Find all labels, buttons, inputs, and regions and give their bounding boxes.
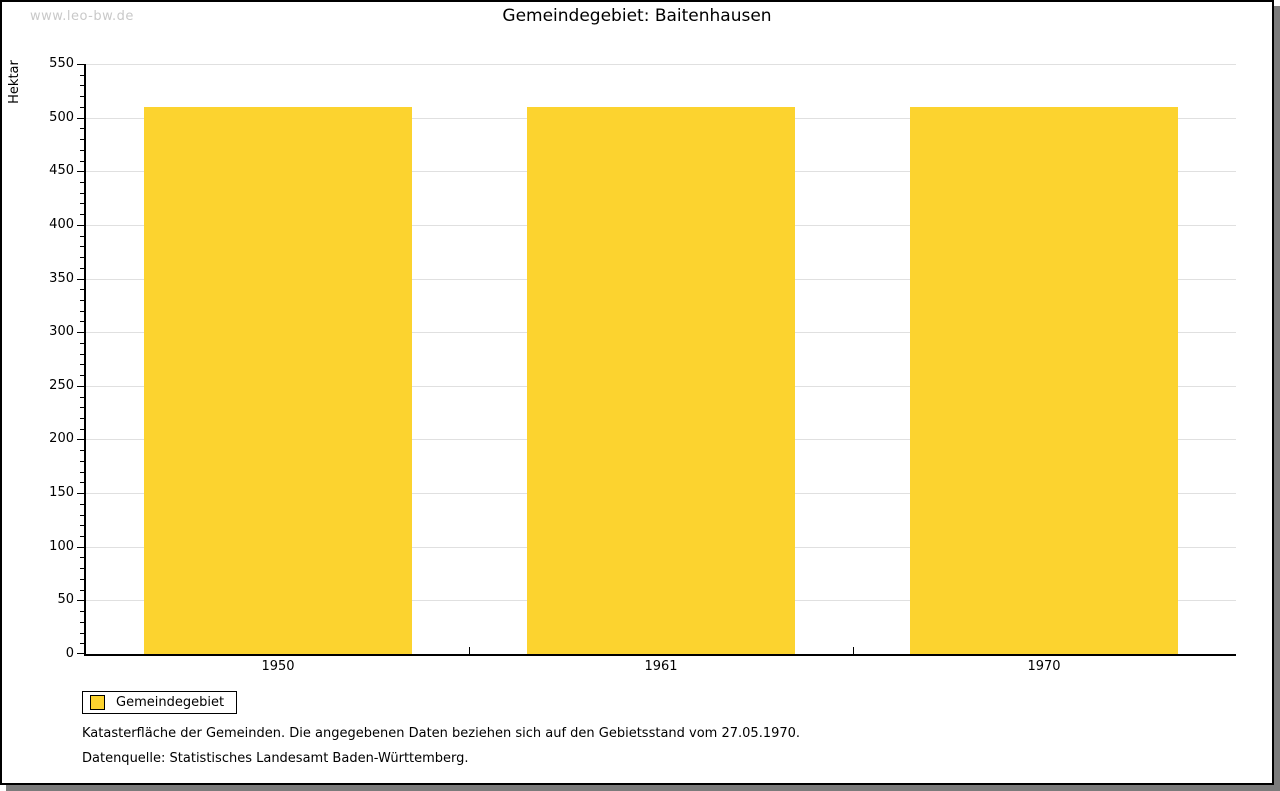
bar-1970 bbox=[910, 107, 1178, 654]
y-tick-label: 200 bbox=[49, 431, 74, 446]
y-axis-minor-tick bbox=[80, 418, 84, 419]
y-axis-minor-tick bbox=[80, 622, 84, 623]
x-axis-tick bbox=[469, 647, 470, 654]
y-axis-minor-tick bbox=[80, 482, 84, 483]
y-axis-minor-tick bbox=[80, 236, 84, 237]
y-axis-minor-tick bbox=[80, 107, 84, 108]
y-axis-minor-tick bbox=[80, 214, 84, 215]
y-tick-label: 300 bbox=[49, 324, 74, 339]
y-axis-title: Hektar bbox=[7, 60, 22, 104]
bar-1961 bbox=[527, 107, 795, 654]
y-axis-minor-tick bbox=[80, 343, 84, 344]
y-axis-minor-tick bbox=[80, 182, 84, 183]
y-axis-minor-tick bbox=[80, 354, 84, 355]
x-axis-tick bbox=[853, 647, 854, 654]
y-axis-minor-tick bbox=[80, 611, 84, 612]
y-axis-minor-tick bbox=[80, 450, 84, 451]
legend-color-swatch-icon bbox=[90, 695, 105, 710]
y-axis-minor-tick bbox=[80, 375, 84, 376]
y-axis-tick bbox=[77, 600, 84, 601]
y-axis-tick bbox=[77, 64, 84, 65]
y-axis-minor-tick bbox=[80, 461, 84, 462]
y-axis-minor-tick bbox=[80, 161, 84, 162]
y-axis-minor-tick bbox=[80, 246, 84, 247]
y-axis-tick bbox=[77, 279, 84, 280]
y-axis-minor-tick bbox=[80, 633, 84, 634]
chart-title: Gemeindegebiet: Baitenhausen bbox=[502, 6, 772, 26]
y-axis-tick bbox=[77, 118, 84, 119]
y-axis-minor-tick bbox=[80, 536, 84, 537]
y-axis-minor-tick bbox=[80, 504, 84, 505]
y-axis-minor-tick bbox=[80, 321, 84, 322]
x-tick-label: 1961 bbox=[644, 659, 678, 674]
y-axis-tick bbox=[77, 332, 84, 333]
y-axis-tick bbox=[77, 439, 84, 440]
y-axis-tick bbox=[77, 225, 84, 226]
y-axis-minor-tick bbox=[80, 557, 84, 558]
y-axis-minor-tick bbox=[80, 289, 84, 290]
note-datasource: Datenquelle: Statistisches Landesamt Bad… bbox=[82, 751, 469, 766]
y-axis-minor-tick bbox=[80, 407, 84, 408]
y-tick-label: 350 bbox=[49, 271, 74, 286]
y-axis-minor-tick bbox=[80, 590, 84, 591]
y-tick-label: 450 bbox=[49, 163, 74, 178]
y-axis-minor-tick bbox=[80, 568, 84, 569]
y-axis-minor-tick bbox=[80, 579, 84, 580]
y-axis-minor-tick bbox=[80, 472, 84, 473]
legend: Gemeindegebiet bbox=[82, 691, 238, 714]
watermark: www.leo-bw.de bbox=[30, 9, 134, 24]
y-tick-label: 500 bbox=[49, 110, 74, 125]
y-axis-minor-tick bbox=[80, 364, 84, 365]
y-axis-tick bbox=[77, 493, 84, 494]
y-axis-minor-tick bbox=[80, 203, 84, 204]
y-axis-minor-tick bbox=[80, 429, 84, 430]
y-tick-label: 550 bbox=[49, 56, 74, 71]
plot-area: 0 50 100 150 200 250 300 350 400 450 500 550 1950 196… bbox=[49, 56, 1236, 674]
y-tick-label: 0 bbox=[65, 646, 74, 661]
gridline bbox=[86, 64, 1236, 65]
y-axis-tick bbox=[77, 653, 84, 654]
y-axis-minor-tick bbox=[80, 193, 84, 194]
y-axis-minor-tick bbox=[80, 525, 84, 526]
y-tick-label: 150 bbox=[49, 485, 74, 500]
y-axis-minor-tick bbox=[80, 96, 84, 97]
y-axis-minor-tick bbox=[80, 150, 84, 151]
y-axis-minor-tick bbox=[80, 85, 84, 86]
y-axis-tick bbox=[77, 386, 84, 387]
y-axis-minor-tick bbox=[80, 515, 84, 516]
y-tick-label: 100 bbox=[49, 539, 74, 554]
x-tick-label: 1950 bbox=[261, 659, 295, 674]
y-axis-minor-tick bbox=[80, 75, 84, 76]
y-axis-tick bbox=[77, 171, 84, 172]
y-axis-minor-tick bbox=[80, 643, 84, 644]
y-axis-minor-tick bbox=[80, 397, 84, 398]
y-tick-label: 250 bbox=[49, 378, 74, 393]
y-axis-minor-tick bbox=[80, 268, 84, 269]
note-description: Katasterfläche der Gemeinden. Die angege… bbox=[82, 726, 801, 741]
y-axis-minor-tick bbox=[80, 128, 84, 129]
y-tick-label: 50 bbox=[57, 592, 74, 607]
bar-1950 bbox=[144, 107, 412, 654]
y-axis-minor-tick bbox=[80, 139, 84, 140]
y-tick-label: 400 bbox=[49, 217, 74, 232]
y-axis-minor-tick bbox=[80, 311, 84, 312]
y-axis-tick bbox=[77, 547, 84, 548]
y-axis-minor-tick bbox=[80, 257, 84, 258]
y-axis-minor-tick bbox=[80, 300, 84, 301]
legend-label: Gemeindegebiet bbox=[116, 695, 225, 710]
x-tick-label: 1970 bbox=[1027, 659, 1061, 674]
